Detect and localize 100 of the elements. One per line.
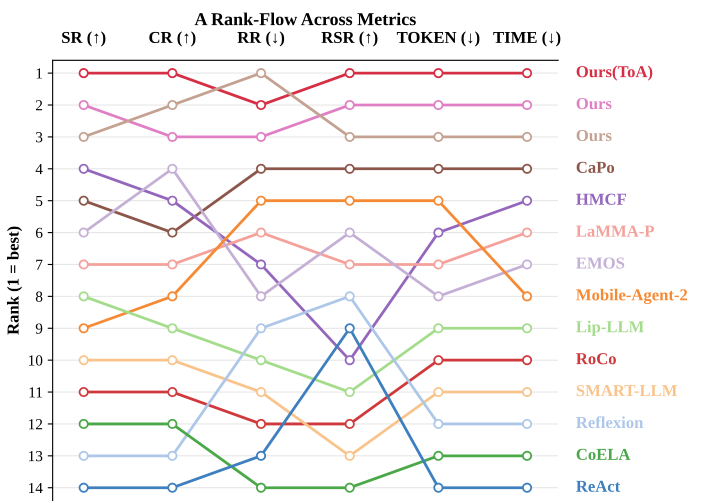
y-tick-label: 3 — [36, 132, 42, 142]
y-tick-label: 4 — [36, 164, 43, 174]
text: Ours — [576, 98, 612, 110]
x-tick-label: RR (↓) — [237, 31, 284, 46]
point — [433, 164, 444, 174]
y-tick-label: 11 — [30, 387, 42, 398]
point — [344, 164, 355, 174]
point — [344, 196, 355, 206]
point — [78, 196, 89, 206]
text: EMOS — [576, 257, 624, 269]
point — [433, 196, 444, 206]
x-tick-label: SR (↑) — [62, 31, 106, 46]
y-tick-label: 13 — [28, 451, 42, 462]
text: SMART-LLM — [576, 385, 677, 396]
point — [433, 68, 444, 78]
point — [167, 68, 178, 78]
point — [78, 386, 89, 398]
y-tick-label: 7 — [36, 260, 42, 270]
y-axis-title: Rank (1 = best) — [6, 226, 22, 335]
point — [522, 259, 532, 270]
point — [256, 259, 266, 270]
point — [344, 355, 355, 366]
y-tick-label: 8 — [36, 292, 42, 302]
point — [522, 164, 532, 174]
point — [522, 68, 532, 78]
text: Lip-LLM — [576, 320, 644, 336]
point — [433, 355, 444, 366]
point — [167, 482, 178, 493]
point — [78, 355, 89, 366]
text: RoCo — [576, 353, 616, 364]
point — [344, 132, 355, 142]
y-tick-label: 6 — [36, 228, 42, 238]
text: Ours — [576, 130, 612, 142]
point — [167, 259, 178, 270]
text: LaMMA-P — [576, 226, 654, 237]
point — [256, 196, 266, 206]
point — [522, 132, 532, 142]
chart-title: A Rank-Flow Across Metrics — [194, 12, 416, 26]
point — [78, 418, 89, 430]
point — [433, 228, 444, 238]
point — [344, 100, 355, 110]
x-tick-label: TIME (↓) — [493, 31, 560, 46]
y-tick-label: 1 — [36, 68, 42, 78]
point — [344, 386, 355, 398]
point — [433, 291, 444, 302]
point — [522, 323, 532, 334]
point — [522, 418, 532, 430]
point — [78, 450, 89, 461]
point — [344, 291, 355, 302]
point — [256, 323, 266, 334]
y-tick-label: 5 — [36, 196, 42, 206]
x-tick-label: CR (↑) — [149, 31, 196, 46]
point — [522, 355, 532, 366]
point — [78, 100, 89, 110]
point — [433, 259, 444, 270]
point — [522, 196, 532, 206]
point — [344, 259, 355, 270]
point — [167, 386, 178, 398]
point — [78, 482, 89, 493]
point — [344, 323, 355, 334]
text: Mobile-Agent-2 — [576, 288, 688, 304]
point — [433, 386, 444, 398]
point — [256, 68, 266, 78]
point — [522, 291, 532, 302]
point — [522, 386, 532, 398]
point — [256, 482, 266, 493]
point — [344, 450, 355, 461]
point — [78, 228, 89, 238]
point — [167, 355, 178, 366]
text: CoELA — [576, 448, 630, 460]
point — [256, 291, 266, 302]
point — [167, 291, 178, 302]
point — [344, 418, 355, 430]
point — [433, 132, 444, 142]
point — [256, 228, 266, 238]
point — [256, 386, 266, 398]
point — [344, 228, 355, 238]
x-tick-label: TOKEN (↓) — [396, 31, 480, 46]
point — [256, 450, 266, 461]
y-tick-label: 10 — [28, 355, 42, 366]
point — [433, 418, 444, 430]
point — [522, 450, 532, 461]
point — [78, 164, 89, 174]
point — [78, 68, 89, 78]
point — [344, 68, 355, 78]
point — [522, 482, 532, 493]
point — [167, 196, 178, 206]
text: Ours(ToA) — [576, 66, 652, 81]
point — [78, 323, 89, 334]
y-tick-label: 9 — [36, 323, 42, 334]
point — [433, 482, 444, 493]
point — [167, 450, 178, 461]
text: HMCF — [576, 194, 626, 205]
point — [433, 100, 444, 110]
point — [256, 164, 266, 174]
point — [433, 323, 444, 334]
text: Reflexion — [576, 416, 644, 428]
point — [78, 291, 89, 302]
point — [433, 450, 444, 461]
point — [522, 228, 532, 238]
